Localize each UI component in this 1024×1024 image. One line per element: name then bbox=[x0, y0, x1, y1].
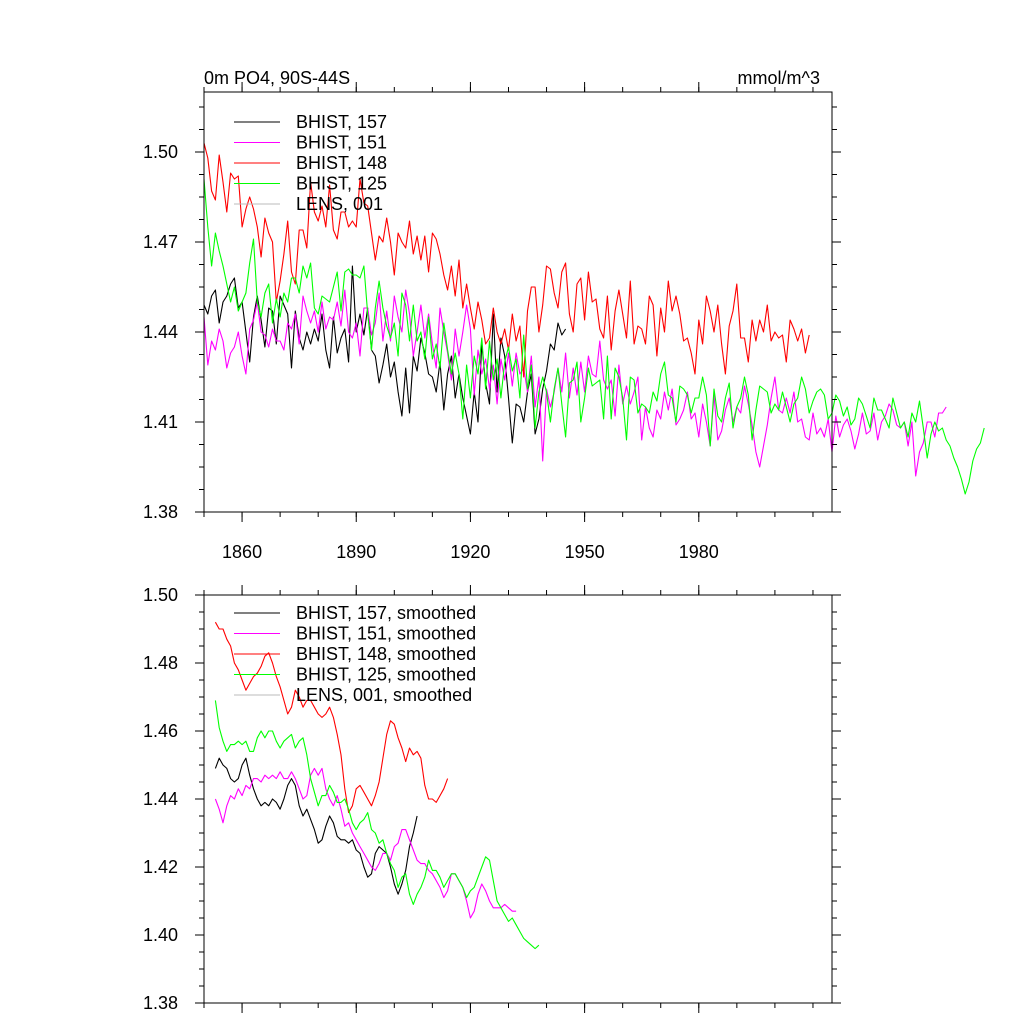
top-ytick-label: 1.44 bbox=[143, 322, 178, 342]
top-series-group bbox=[203, 142, 985, 495]
bottom-series-line-bhist-148-smoothed bbox=[214, 621, 449, 814]
top-xtick-label: 1890 bbox=[336, 542, 376, 562]
bottom-plot-frame bbox=[203, 594, 833, 1004]
bottom-axes: 1.38 1.40 1.42 1.44 1.46 1.48 1.50 bbox=[143, 585, 841, 1013]
top-xtick-label: 1950 bbox=[565, 542, 605, 562]
bottom-ytick-label: 1.48 bbox=[143, 653, 178, 673]
bottom-ytick-label: 1.42 bbox=[143, 857, 178, 877]
top-chart-title: 0m PO4, 90S-44S bbox=[204, 68, 350, 88]
bottom-legend-label-bhist-148-smoothed: BHIST, 148, smoothed bbox=[296, 644, 476, 664]
bottom-series-line-bhist-157-smoothed bbox=[214, 757, 418, 895]
bottom-legend-label-lens-001-smoothed: LENS, 001, smoothed bbox=[296, 685, 472, 705]
top-plot-frame bbox=[203, 91, 833, 513]
top-legend-label-bhist-125: BHIST, 125 bbox=[296, 174, 387, 194]
top-ytick-label: 1.38 bbox=[143, 502, 178, 522]
top-ytick-label: 1.50 bbox=[143, 142, 178, 162]
bottom-ytick-label: 1.46 bbox=[143, 721, 178, 741]
bottom-legend-label-bhist-125-smoothed: BHIST, 125, smoothed bbox=[296, 665, 476, 685]
bottom-ytick-label: 1.50 bbox=[143, 585, 178, 605]
top-chart-units: mmol/m^3 bbox=[738, 68, 820, 88]
bottom-series-line-bhist-125-smoothed bbox=[214, 700, 540, 950]
top-legend-label-bhist-157: BHIST, 157 bbox=[296, 112, 387, 132]
top-xtick-label: 1860 bbox=[222, 542, 262, 562]
top-xtick-label: 1980 bbox=[679, 542, 719, 562]
bottom-legend-label-bhist-151-smoothed: BHIST, 151, smoothed bbox=[296, 624, 476, 644]
top-series-line-bhist-157 bbox=[203, 265, 567, 444]
top-legend-label-bhist-148: BHIST, 148 bbox=[296, 153, 387, 173]
top-series-line-bhist-125 bbox=[203, 178, 985, 495]
top-ytick-label: 1.47 bbox=[143, 232, 178, 252]
bottom-ytick-label: 1.40 bbox=[143, 925, 178, 945]
bottom-series-line-bhist-151-smoothed bbox=[214, 767, 517, 919]
top-legend-label-lens-001: LENS, 001 bbox=[296, 194, 383, 214]
top-ytick-label: 1.41 bbox=[143, 412, 178, 432]
top-legend-label-bhist-151: BHIST, 151 bbox=[296, 133, 387, 153]
bottom-ytick-label: 1.44 bbox=[143, 789, 178, 809]
top-series-line-bhist-151 bbox=[203, 289, 947, 477]
bottom-ytick-label: 1.38 bbox=[143, 993, 178, 1013]
top-xtick-label: 1920 bbox=[450, 542, 490, 562]
top-panel: 0m PO4, 90S-44S mmol/m^3 BHIST, 157BHIST… bbox=[143, 68, 985, 562]
top-axes: 1.38 1.41 1.44 1.47 1.50 1860 1890 1920 1950 1980 bbox=[143, 82, 841, 562]
top-series-line-bhist-148 bbox=[203, 142, 810, 378]
bottom-series-group bbox=[214, 621, 540, 950]
bottom-legend-label-bhist-157-smoothed: BHIST, 157, smoothed bbox=[296, 603, 476, 623]
